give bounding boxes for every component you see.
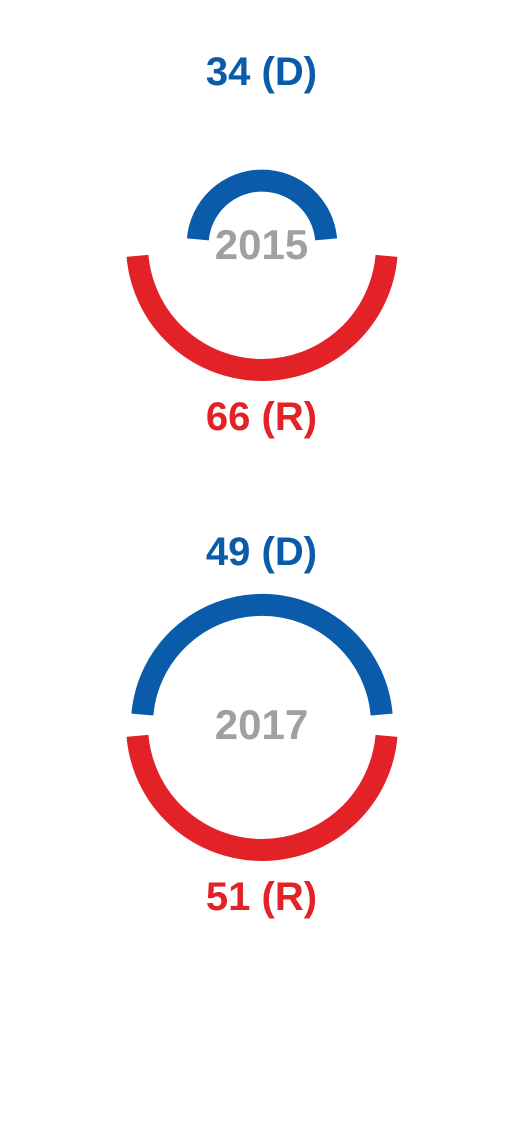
bottom-label: 51 (R) bbox=[206, 875, 317, 920]
bottom-label: 66 (R) bbox=[206, 395, 317, 440]
top-label: 49 (D) bbox=[206, 530, 317, 575]
ring-wrap: 2017 bbox=[122, 585, 402, 865]
year-label: 2017 bbox=[215, 701, 308, 749]
top-label: 34 (D) bbox=[206, 50, 317, 95]
bottom-arc bbox=[137, 736, 386, 850]
top-arc bbox=[142, 605, 381, 715]
chart-2015: 34 (D) 2015 66 (R) bbox=[122, 50, 402, 440]
ring-wrap: 2015 bbox=[122, 105, 402, 385]
chart-2017: 49 (D) 2017 51 (R) bbox=[122, 530, 402, 920]
bottom-arc bbox=[137, 256, 386, 370]
year-label: 2015 bbox=[215, 221, 308, 269]
